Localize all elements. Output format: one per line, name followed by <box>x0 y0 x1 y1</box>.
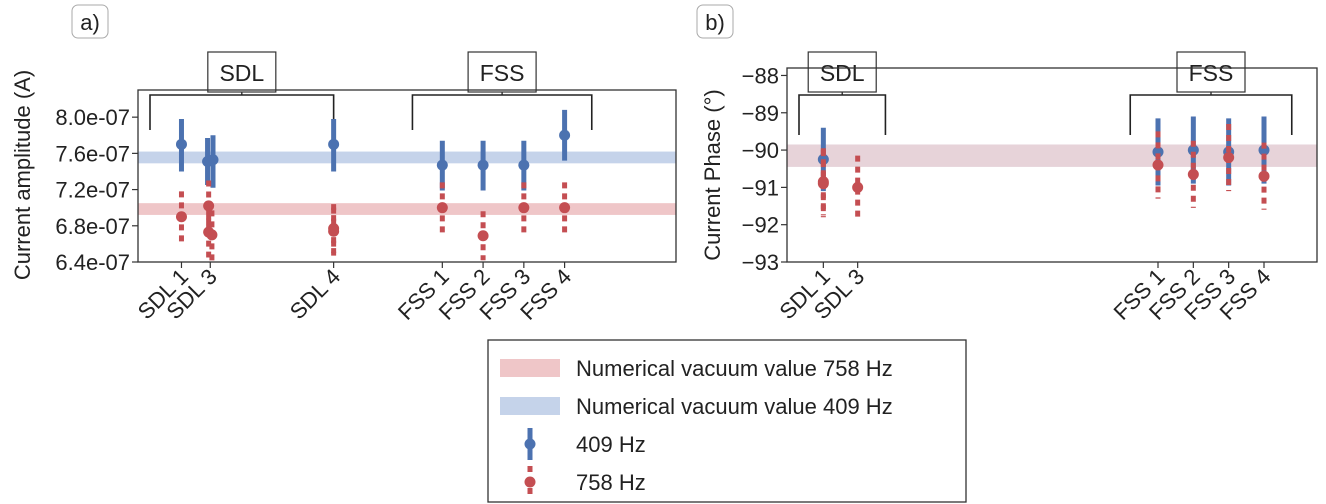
group-brackets-a: SDL FSS <box>149 51 593 130</box>
point-758-hz-5 <box>328 225 340 237</box>
group-bracket-sdl <box>149 94 335 130</box>
legend-swatch-band <box>500 359 560 377</box>
legend-label: Numerical vacuum value 758 Hz <box>576 356 893 381</box>
legend-label: 758 Hz <box>576 470 646 495</box>
y-axis-label-a: Current amplitude (A) <box>10 70 35 280</box>
y-axis-label-b: Current Phase (°) <box>700 89 725 260</box>
point-409-hz-3 <box>328 138 340 150</box>
group-label-box <box>1176 51 1246 93</box>
plot-frame-a <box>137 89 677 263</box>
y-tick-label: 7.2e-07 <box>55 178 130 203</box>
point-758-hz-3 <box>206 229 218 241</box>
y-tick-label: −88 <box>742 63 779 88</box>
plot-frame-b <box>786 67 1318 263</box>
series-b <box>817 116 1270 221</box>
legend-swatch-band <box>500 397 560 415</box>
y-tick-label: 8.0e-07 <box>55 105 130 130</box>
y-tick-label: 7.6e-07 <box>55 141 130 166</box>
y-tick-label: −93 <box>742 250 779 275</box>
legend-label: Numerical vacuum value 409 Hz <box>576 394 893 419</box>
y-tick-label: −89 <box>742 101 779 126</box>
y-ticks-a: 6.4e-07 6.8e-07 7.2e-07 7.6e-07 8.0e-07 <box>55 105 138 275</box>
group-bracket-sdl <box>798 94 887 135</box>
band-0 <box>138 151 676 164</box>
point-409-hz-6 <box>518 159 530 171</box>
band-1 <box>787 144 1317 167</box>
legend-frame <box>487 339 967 503</box>
panel-b: b) Current Phase (°) SDL FSS −93 −92 −91 −90… <box>696 4 1318 325</box>
group-label-sdl: SDL <box>820 60 865 86</box>
point-409-hz-2 <box>1187 144 1199 156</box>
x-tick-label: SDL 4 <box>285 264 345 324</box>
group-label-box <box>207 51 277 93</box>
point-409-hz-4 <box>1258 144 1270 156</box>
panel-a: a) Current amplitude (A) SDL FSS 6.4e-076… <box>10 4 677 325</box>
point-409-hz-2 <box>207 154 219 166</box>
y-tick-label: 6.8e-07 <box>55 214 130 239</box>
y-ticks-b: −93 −92 −91 −90 −89 −88 <box>742 63 787 275</box>
point-409-hz-4 <box>436 159 448 171</box>
panel-label-b: b) <box>705 10 725 35</box>
point-758-hz-9 <box>559 202 571 214</box>
point-758-hz-2 <box>852 181 864 193</box>
y-tick-label: −91 <box>742 175 779 200</box>
legend-swatch-marker <box>524 438 536 450</box>
point-758-hz-6 <box>1258 170 1270 182</box>
group-label-box <box>467 51 537 93</box>
group-bracket-fss <box>1129 94 1293 135</box>
point-758-hz-6 <box>436 202 448 214</box>
point-409-hz-1 <box>1152 146 1164 158</box>
panel-label-box-a <box>71 4 109 39</box>
point-758-hz-1 <box>817 178 829 190</box>
band-1 <box>138 203 676 215</box>
point-758-hz-4 <box>1187 168 1199 180</box>
point-409-hz-5 <box>477 159 489 171</box>
panel-label-box-b <box>696 4 734 39</box>
y-tick-label: −92 <box>742 213 779 238</box>
group-label-sdl: SDL <box>219 60 264 86</box>
legend-swatch-marker <box>524 476 536 488</box>
point-758-hz-7 <box>477 230 489 242</box>
group-label-fss: FSS <box>1189 60 1234 86</box>
point-409-hz-0 <box>175 138 187 150</box>
legend-label: 409 Hz <box>576 432 646 457</box>
group-label-fss: FSS <box>480 60 525 86</box>
point-758-hz-3 <box>1152 159 1164 171</box>
point-758-hz-5 <box>1223 152 1235 164</box>
group-brackets-b: SDL FSS <box>798 51 1293 135</box>
legend: Numerical vacuum value 758 Hz Numerical v… <box>487 339 967 503</box>
series-a <box>175 109 571 262</box>
group-label-box <box>807 51 877 93</box>
point-758-hz-1 <box>203 200 215 212</box>
point-409-hz-7 <box>559 129 571 141</box>
point-758-hz-8 <box>518 202 530 214</box>
point-758-hz-0 <box>175 211 187 223</box>
y-tick-label: −90 <box>742 138 779 163</box>
bands-b <box>787 144 1317 167</box>
bands-a <box>138 151 676 215</box>
y-tick-label: 6.4e-07 <box>55 250 130 275</box>
panel-label-a: a) <box>80 10 100 35</box>
